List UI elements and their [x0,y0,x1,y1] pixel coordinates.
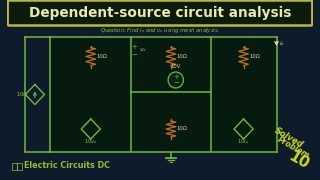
Text: $10v_x$: $10v_x$ [84,138,98,147]
Text: 10Ω: 10Ω [177,127,188,132]
Text: $v_x$: $v_x$ [139,47,147,55]
Text: $10i_x$: $10i_x$ [237,138,250,147]
Circle shape [168,72,183,88]
Text: $10i_x$: $10i_x$ [16,90,29,99]
Text: $i_x$: $i_x$ [279,40,286,48]
Text: Dependent-source circuit analysis: Dependent-source circuit analysis [29,6,291,20]
FancyBboxPatch shape [8,1,312,26]
Text: Electric Circuits DC: Electric Circuits DC [24,161,110,170]
Text: 10Ω: 10Ω [249,54,260,59]
Polygon shape [211,37,276,152]
Text: Solved: Solved [273,126,305,150]
Text: Problem: Problem [276,135,311,161]
Polygon shape [131,37,211,152]
Text: −: − [131,51,137,57]
Text: 10V: 10V [171,64,181,69]
Text: 10Ω: 10Ω [177,54,188,59]
Bar [17,163,21,170]
Text: +: + [173,74,179,80]
Polygon shape [50,37,131,152]
Text: −: − [173,80,179,86]
Text: Question: Find $i_x$ and $v_x$ using mesh analysis.: Question: Find $i_x$ and $v_x$ using mes… [100,26,220,35]
Bar [12,163,17,170]
Text: +: + [131,44,137,50]
Text: 10: 10 [285,148,311,172]
Text: 10Ω: 10Ω [97,54,107,59]
